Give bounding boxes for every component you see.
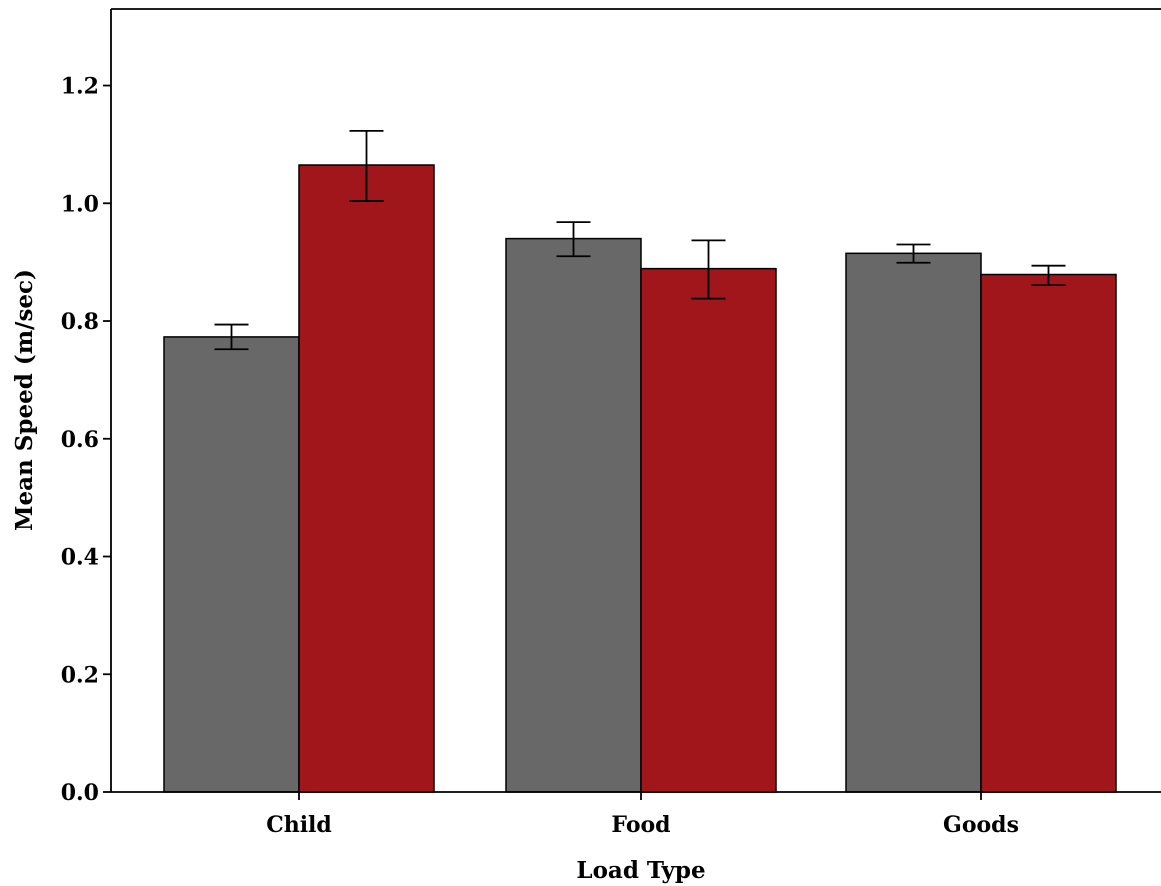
bar-goods-series-1 [845, 252, 982, 793]
error-bar-food-series-1 [556, 221, 591, 258]
bar-food-series-2 [640, 267, 777, 793]
x-axis: Child Food Goods [266, 792, 1019, 838]
y-tick-label: 1.2 [61, 74, 99, 100]
bar-child-series-1 [163, 336, 300, 793]
x-tick-label-goods: Goods [943, 812, 1019, 838]
bar-food-series-1 [505, 237, 642, 793]
y-tick-label: 0.6 [61, 427, 99, 453]
error-bar-goods-series-2 [1031, 264, 1066, 287]
bar-goods-series-2 [980, 273, 1117, 793]
error-bar-food-series-2 [691, 239, 726, 300]
bar-child-series-2 [298, 164, 435, 793]
y-tick-label: 1.0 [61, 191, 99, 217]
y-axis: 0.0 0.2 0.4 0.6 0.8 1.0 1.2 [61, 74, 111, 806]
x-tick-label-food: Food [611, 812, 670, 838]
error-bars-layer [214, 129, 1066, 351]
error-bar-child-series-1 [214, 323, 249, 351]
y-tick-label: 0.4 [61, 545, 99, 571]
error-bar-goods-series-1 [896, 243, 931, 264]
bars-layer [163, 164, 1117, 793]
y-tick-label: 0.8 [61, 309, 99, 335]
y-tick-label: 0.2 [61, 662, 99, 688]
y-axis-title: Mean Speed (m/sec) [11, 269, 38, 531]
x-tick-label-child: Child [266, 812, 332, 838]
error-bar-child-series-2 [349, 129, 384, 202]
x-axis-title: Load Type [576, 857, 705, 884]
y-tick-label: 0.0 [61, 780, 99, 806]
